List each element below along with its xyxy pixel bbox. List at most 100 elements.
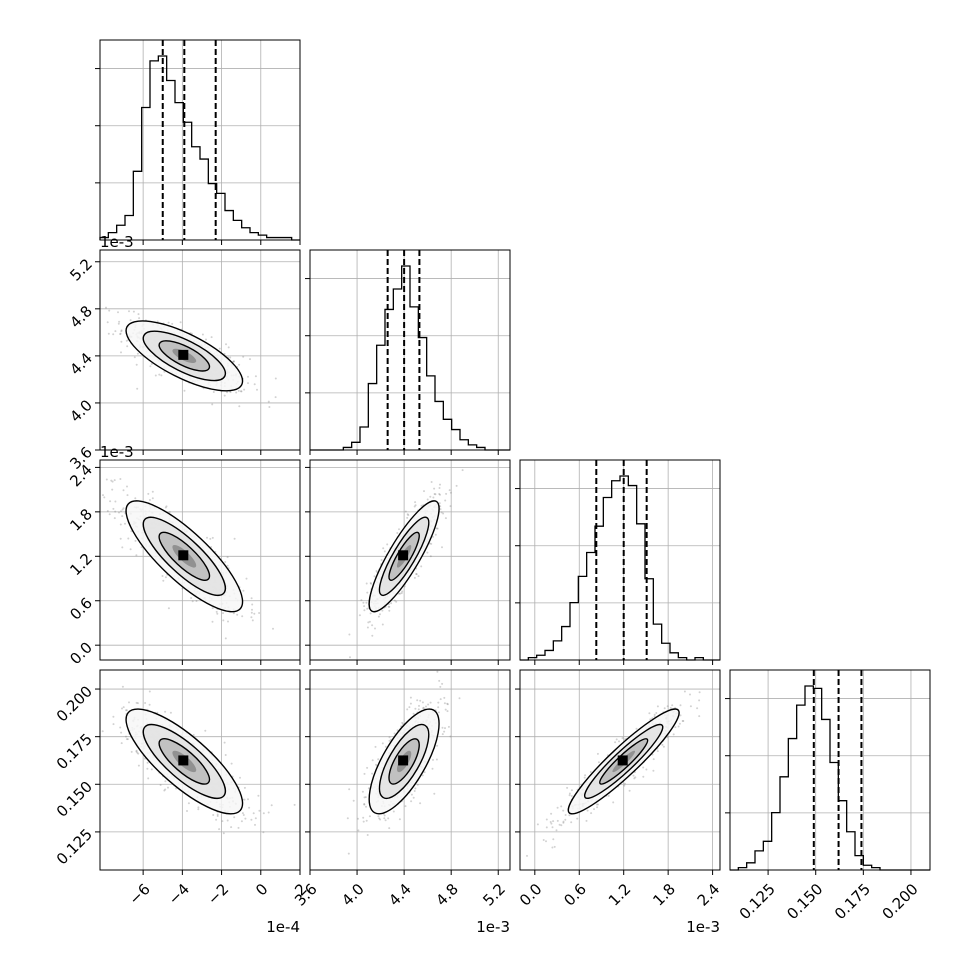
scatter-point [406, 516, 409, 519]
x-tick-label: 0.6 [560, 880, 590, 910]
scatter-point [122, 507, 125, 510]
scatter-point [444, 727, 446, 730]
scatter-point [218, 347, 221, 350]
scatter-point [421, 774, 424, 777]
scatter-point [381, 623, 384, 626]
scatter-point [585, 819, 588, 822]
scatter-point [274, 396, 277, 399]
scatter-point [560, 805, 563, 808]
scatter-point [111, 488, 114, 491]
scatter-point [434, 533, 437, 536]
x-tick-label: −2 [204, 880, 232, 908]
scatter-point [696, 707, 699, 710]
scatter-point [396, 729, 399, 732]
scatter-point [363, 772, 366, 775]
scatter-point [656, 750, 659, 753]
scatter-point [583, 776, 586, 779]
scatter-point [161, 575, 164, 577]
scatter-point [272, 627, 274, 630]
scatter-point [367, 621, 370, 624]
y-tick-label: 0.200 [53, 682, 96, 725]
scatter-point [570, 795, 573, 797]
scatter-point [369, 582, 372, 584]
scatter-point [414, 501, 417, 504]
y-tick-label: 4.8 [66, 302, 96, 332]
scatter-point [365, 805, 367, 808]
scatter-point [633, 777, 636, 780]
scatter-point [363, 803, 366, 805]
scatter-point [262, 831, 265, 834]
scatter-point [597, 761, 600, 764]
scatter-point [146, 767, 149, 770]
scatter-point [596, 806, 599, 809]
scatter-point [621, 737, 624, 740]
scatter-point [416, 783, 419, 786]
scatter-point [420, 504, 423, 507]
scatter-point [388, 605, 391, 608]
scatter-point [134, 497, 137, 500]
scatter-point [593, 808, 595, 811]
scatter-point [114, 500, 117, 503]
scatter-point [447, 725, 450, 728]
density-peak [178, 550, 189, 561]
scatter-point [435, 527, 438, 530]
y-tick-label: 0.150 [53, 778, 96, 821]
scatter-point [362, 601, 365, 604]
scatter-point [250, 616, 253, 619]
scatter-point [407, 514, 410, 517]
scatter-point [568, 794, 571, 797]
scatter-point [119, 523, 122, 526]
scatter-point [409, 702, 412, 705]
scatter-point [383, 814, 386, 817]
scatter-point [242, 589, 245, 592]
scatter-point [698, 699, 701, 702]
scatter-point [363, 609, 366, 612]
scatter-point [215, 818, 218, 821]
scatter-point [672, 733, 675, 736]
scatter-point [361, 790, 364, 793]
scatter-point [436, 670, 439, 673]
scatter-point [211, 620, 214, 623]
scatter-point [388, 736, 391, 739]
scatter-point [623, 782, 626, 785]
scatter-point [426, 498, 429, 501]
x-tick-label: 0 [252, 880, 271, 899]
scatter-point [446, 703, 449, 706]
scatter-point [128, 310, 130, 313]
scatter-point [368, 815, 371, 818]
scatter-point [437, 701, 440, 704]
scatter-point [171, 322, 174, 325]
scatter-point [212, 391, 215, 393]
scatter-point [381, 742, 384, 745]
scatter-point [111, 480, 114, 483]
scatter-point [439, 685, 442, 688]
scatter-point [552, 820, 555, 823]
panel-frame [519, 459, 721, 661]
scatter-point [441, 733, 444, 736]
scatter-point [229, 391, 232, 394]
scatter-point [426, 551, 429, 554]
x-tick-label: 5.2 [479, 880, 509, 910]
x-offset-label: 1e-3 [686, 918, 720, 936]
scatter-point [432, 535, 434, 538]
scatter-point [216, 813, 219, 816]
scatter-point [429, 495, 432, 498]
scatter-point [112, 507, 115, 510]
x-tick-label: 0.150 [783, 880, 826, 923]
scatter-point [251, 619, 254, 622]
scatter-point [150, 363, 153, 365]
scatter-point [375, 570, 378, 572]
panel-frame [99, 249, 301, 451]
scatter-point [348, 788, 351, 791]
scatter-point [243, 786, 246, 789]
scatter-point [377, 615, 380, 618]
scatter-point [377, 815, 380, 818]
scatter-point [241, 812, 244, 815]
scatter-point [371, 634, 374, 637]
scatter-point [678, 722, 681, 725]
scatter-point [632, 774, 635, 777]
scatter-point [398, 528, 400, 531]
scatter-point [222, 612, 224, 615]
scatter-point [262, 812, 265, 815]
scatter-point [209, 537, 212, 540]
